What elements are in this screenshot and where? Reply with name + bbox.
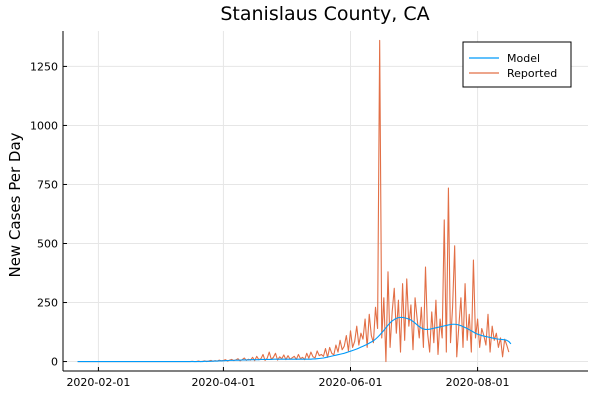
x-tick-label: 2020-04-01 (191, 376, 255, 389)
x-tick-label: 2020-02-01 (66, 376, 130, 389)
series-line-model (77, 316, 512, 363)
y-tick-label: 0 (51, 356, 58, 369)
x-tick-label: 2020-08-01 (446, 376, 510, 389)
legend-label-reported: Reported (507, 67, 557, 80)
series-layer (77, 39, 512, 363)
grid-layer (63, 31, 588, 371)
legend-label-model: Model (507, 52, 540, 65)
y-tick-label: 1000 (30, 119, 58, 132)
y-tick-label: 750 (37, 178, 58, 191)
chart-title: Stanislaus County, CA (220, 3, 429, 25)
x-tick-label: 2020-06-01 (319, 376, 383, 389)
y-axis-label: New Cases Per Day (6, 132, 24, 277)
legend-box (462, 41, 572, 88)
legend: Model Reported (462, 41, 572, 88)
y-tick-label: 500 (37, 238, 58, 251)
y-tick-label: 1250 (30, 60, 58, 73)
series-line-reported (77, 39, 510, 363)
axis-layer: 0 250 500 750 1000 1250 2020-02-01 2020-04-01 20… (30, 31, 588, 389)
y-tick-label: 250 (37, 297, 58, 310)
